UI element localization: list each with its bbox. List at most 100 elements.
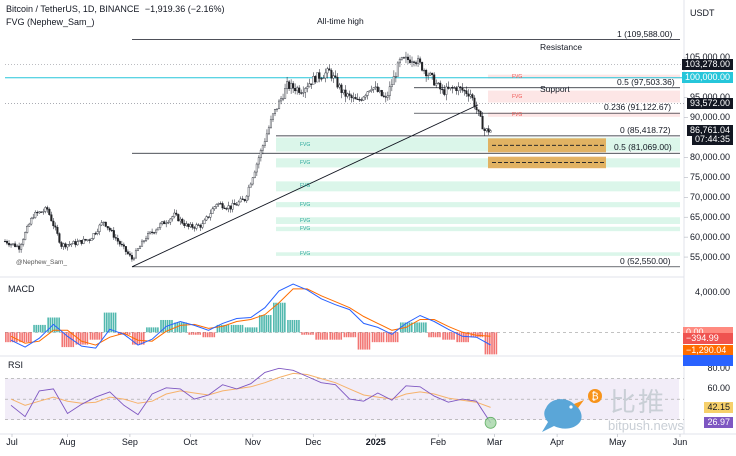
macd-tag: −394.99	[683, 333, 733, 345]
candle-body	[471, 94, 474, 99]
candle-body	[44, 207, 47, 212]
candle-body	[429, 72, 432, 76]
candle-body	[153, 232, 156, 234]
macd-histogram-bar	[218, 324, 221, 333]
macd-histogram-bar	[307, 332, 310, 335]
macd-histogram-bar	[477, 332, 479, 338]
macd-histogram-bar	[303, 332, 306, 335]
candle-body	[48, 209, 51, 215]
macd-histogram-bar	[213, 332, 216, 338]
candle-body	[316, 72, 319, 83]
macd-histogram-bar	[265, 315, 268, 333]
candle-body	[447, 86, 450, 89]
candle-body	[251, 177, 254, 185]
candle-body	[18, 245, 21, 250]
candle-body	[50, 214, 53, 222]
macd-histogram-bar	[110, 312, 112, 333]
candle-body	[20, 244, 23, 250]
candle-body	[136, 248, 140, 251]
candle-body	[233, 203, 236, 205]
candle-body	[40, 211, 43, 213]
macd-histogram-bar	[183, 322, 185, 333]
fib-level-label: 0.236 (91,122.67)	[604, 102, 672, 113]
price-tag: 103,278.00	[681, 59, 733, 71]
candle-body	[24, 232, 27, 240]
macd-histogram-bar	[225, 324, 228, 333]
candle-body	[217, 203, 220, 205]
candle-body	[243, 199, 246, 202]
candle-body	[310, 83, 313, 85]
candle-body	[402, 57, 405, 59]
candle-body	[481, 116, 484, 130]
time-tick-label: Sep	[121, 437, 138, 447]
candle-body	[457, 86, 460, 92]
macd-histogram-bar	[209, 332, 211, 338]
macd-histogram-bar	[301, 332, 303, 335]
macd-histogram-bar	[117, 332, 120, 335]
macd-histogram-bar	[414, 322, 416, 333]
candle-body	[425, 70, 428, 77]
candle-body	[275, 108, 279, 110]
candle-body	[352, 97, 355, 99]
candle-body	[284, 88, 287, 99]
macd-histogram-bar	[321, 332, 324, 340]
time-tick-label: Oct	[183, 437, 198, 447]
support-label: Support	[540, 84, 570, 94]
candle-body	[149, 231, 152, 234]
macd-histogram-bar	[241, 324, 244, 333]
candle-body	[66, 244, 69, 248]
candle-body	[98, 224, 101, 232]
candle-body	[384, 96, 387, 98]
macd-histogram-bar	[390, 332, 392, 343]
candle-body	[473, 97, 476, 108]
candle-body	[322, 77, 325, 79]
macd-histogram-bar	[428, 332, 430, 338]
macd-title: MACD	[8, 284, 35, 294]
fvg-zones	[276, 74, 680, 256]
candle-body	[394, 76, 397, 78]
price-tick-label: 80,000.00	[689, 151, 730, 162]
candle-body	[70, 243, 73, 245]
macd-histogram-bar	[84, 332, 86, 345]
fvg-zone	[276, 158, 680, 168]
candle-body	[78, 240, 81, 242]
candle-body	[257, 157, 260, 165]
candle-body	[261, 145, 264, 151]
candle-body	[245, 195, 248, 202]
macd-histogram-bar	[108, 312, 110, 333]
macd-histogram-bar	[7, 332, 9, 343]
macd-histogram-bar	[204, 332, 207, 338]
candle-body	[326, 68, 329, 74]
candle-body	[169, 218, 172, 223]
candle-body	[5, 241, 9, 244]
macd-histogram-bar	[291, 319, 294, 333]
candle-body	[28, 223, 31, 227]
candle-body	[356, 98, 359, 100]
macd-histogram-bar	[223, 324, 225, 333]
fvg-zone	[276, 226, 680, 232]
macd-histogram-bar	[378, 332, 380, 343]
candle-body	[94, 233, 97, 235]
macd-histogram-bar	[359, 332, 362, 350]
macd-histogram-bar	[326, 332, 328, 340]
candle-body	[173, 212, 176, 217]
candle-body	[26, 226, 29, 233]
candle-body	[229, 205, 232, 210]
candle-body	[338, 84, 341, 88]
candle-body	[259, 150, 262, 158]
candle-body	[237, 201, 240, 206]
macd-histogram-bar	[425, 322, 427, 333]
fvg-zone	[276, 202, 680, 208]
candle-body	[80, 240, 83, 244]
candle-body	[443, 89, 446, 95]
candle-body	[296, 87, 299, 92]
macd-histogram-bar	[35, 324, 38, 333]
candle-body	[427, 74, 430, 77]
candle-body	[431, 72, 434, 75]
fvg-label: FVG	[300, 225, 311, 232]
candle-body	[366, 91, 369, 96]
candle-body	[419, 58, 422, 63]
candle-body	[16, 245, 19, 247]
candle-body	[10, 243, 13, 246]
time-tick-label: Jun	[672, 437, 688, 447]
